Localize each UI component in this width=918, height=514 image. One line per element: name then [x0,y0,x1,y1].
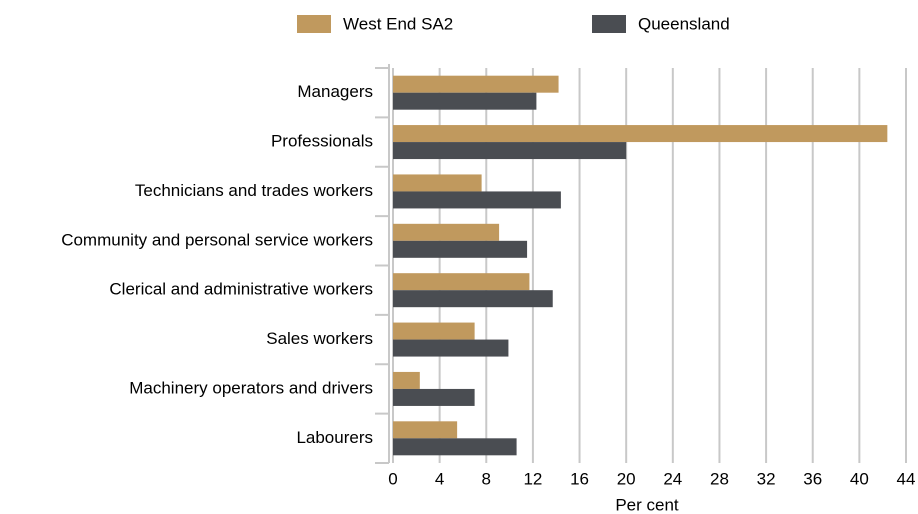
x-tick-label: 0 [388,469,397,488]
y-tick-label: Community and personal service workers [61,230,373,249]
bar [393,125,888,143]
bar [393,371,420,389]
bar [393,322,475,340]
bar [393,92,537,110]
legend-label: West End SA2 [343,14,453,33]
x-tick-label: 20 [617,469,636,488]
bar [393,290,553,308]
bar [393,191,561,209]
x-tick-label: 28 [710,469,729,488]
x-tick-label: 40 [850,469,869,488]
legend-swatch [297,15,331,33]
y-tick-label: Professionals [271,132,373,151]
legend-label: Queensland [638,14,730,33]
x-tick-label: 16 [570,469,589,488]
x-tick-label: 32 [757,469,776,488]
bar [393,388,475,406]
y-tick-label: Sales workers [266,329,373,348]
legend-swatch [592,15,626,33]
bar [393,75,559,93]
x-tick-label: 36 [803,469,822,488]
bar [393,174,482,192]
bar [393,438,517,456]
bar [393,339,509,357]
bar [393,142,627,160]
x-tick-label: 44 [897,469,916,488]
x-tick-label: 12 [523,469,542,488]
x-tick-label: 8 [482,469,491,488]
bar [393,223,500,241]
bar [393,273,530,291]
y-tick-label: Managers [297,82,373,101]
y-tick-label: Technicians and trades workers [135,181,373,200]
x-tick-label: 4 [435,469,444,488]
y-tick-label: Labourers [296,428,373,447]
x-axis-title: Per cent [615,495,679,514]
x-tick-label: 24 [663,469,682,488]
y-tick-label: Machinery operators and drivers [129,378,373,397]
y-tick-label: Clerical and administrative workers [109,280,373,299]
bar [393,240,528,258]
bar [393,421,458,439]
